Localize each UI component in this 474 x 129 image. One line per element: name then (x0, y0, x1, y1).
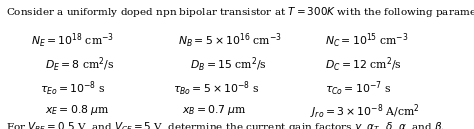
Text: $x_E = 0.8$ $\mu$m: $x_E = 0.8$ $\mu$m (45, 103, 109, 117)
Text: $\tau_{Eo} = 10^{-8}$ s: $\tau_{Eo} = 10^{-8}$ s (40, 79, 106, 98)
Text: $N_B = 5 \times 10^{16}$ cm$^{-3}$: $N_B = 5 \times 10^{16}$ cm$^{-3}$ (178, 32, 282, 50)
Text: $D_C = 12$ cm$^{2}$/s: $D_C = 12$ cm$^{2}$/s (325, 56, 401, 74)
Text: $N_C = 10^{15}$ cm$^{-3}$: $N_C = 10^{15}$ cm$^{-3}$ (325, 32, 408, 50)
Text: For $V_{BE} = 0.5$ V, and $V_{CE} = 5$ V, determine the current gain factors $\g: For $V_{BE} = 0.5$ V, and $V_{CE} = 5$ V… (6, 120, 445, 129)
Text: $D_B = 15$ cm$^{2}$/s: $D_B = 15$ cm$^{2}$/s (190, 56, 266, 74)
Text: $x_B = 0.7$ $\mu$m: $x_B = 0.7$ $\mu$m (182, 103, 247, 117)
Text: $N_E = 10^{18}$ cm$^{-3}$: $N_E = 10^{18}$ cm$^{-3}$ (31, 32, 114, 50)
Text: $\tau_{Co} = 10^{-7}$ s: $\tau_{Co} = 10^{-7}$ s (325, 79, 391, 98)
Text: $D_E = 8$ cm$^{2}$/s: $D_E = 8$ cm$^{2}$/s (45, 56, 115, 74)
Text: $J_{ro} = 3 \times 10^{-8}$ A/cm$^{2}$: $J_{ro} = 3 \times 10^{-8}$ A/cm$^{2}$ (310, 103, 420, 121)
Text: Consider a uniformly doped npn bipolar transistor at $T = 300K$ with the followi: Consider a uniformly doped npn bipolar t… (6, 5, 474, 19)
Text: $\tau_{Bo} = 5 \times 10^{-8}$ s: $\tau_{Bo} = 5 \times 10^{-8}$ s (173, 79, 259, 98)
